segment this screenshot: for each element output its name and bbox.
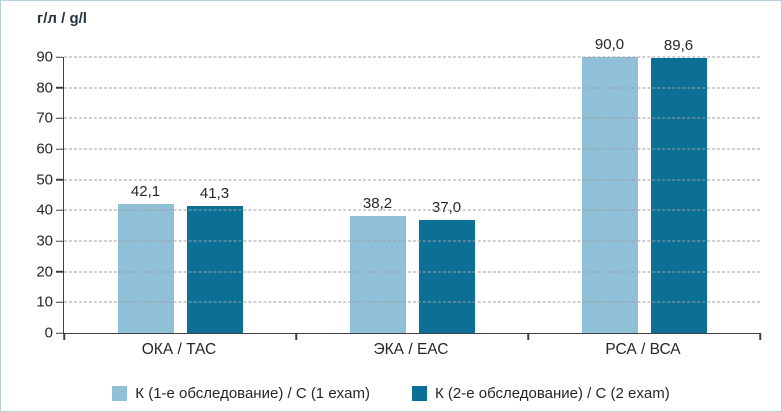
gridline — [64, 271, 760, 273]
legend-swatch — [112, 386, 128, 401]
y-axis-tick-labels: 0 10 20 30 40 50 60 70 80 90 — [1, 50, 53, 341]
bar-value-label: 89,6 — [663, 37, 694, 55]
bar-group: 42,1 41,3 — [64, 57, 296, 333]
y-tick-mark — [56, 332, 63, 334]
gridline — [64, 56, 760, 58]
y-tick-mark — [56, 240, 63, 242]
y-tick-mark — [56, 178, 63, 181]
bar-group: 38,2 37,0 — [296, 57, 528, 333]
y-tick-mark — [56, 56, 63, 58]
y-tick-mark — [56, 301, 63, 304]
y-tick-mark — [56, 209, 63, 212]
bar-value-label: 90,0 — [594, 36, 625, 53]
bar-group: 90,0 89,6 — [528, 36, 760, 333]
bar-groups: 42,1 41,3 38,2 37,0 90,0 89,6 — [64, 36, 760, 333]
y-tick-label: 30 — [36, 232, 53, 250]
gridline — [64, 148, 760, 150]
legend-swatch — [412, 386, 427, 401]
legend-item: К (1-е обследование) / C (1 exam) — [112, 385, 370, 402]
y-tick-label: 0 — [44, 324, 53, 342]
legend-label: К (1-е обследование) / C (1 exam) — [135, 385, 370, 402]
x-tick-mark — [759, 333, 761, 340]
plot-area: 42,1 41,3 38,2 37,0 90,0 89,6 — [56, 36, 761, 340]
x-category-label: ЭКА / ЕАС — [373, 341, 449, 358]
gridline — [64, 87, 760, 89]
x-tick-mark — [295, 333, 297, 340]
y-tick-mark — [56, 117, 63, 120]
y-tick-label: 10 — [36, 293, 53, 311]
bar-series-1: 42,1 — [117, 183, 174, 333]
x-tick-mark — [63, 333, 65, 340]
bar-series-2: 37,0 — [418, 199, 475, 333]
y-tick-label: 60 — [36, 140, 53, 158]
bar-value-label: 42,1 — [130, 182, 161, 200]
y-tick-label: 20 — [36, 263, 53, 281]
gridline — [64, 179, 760, 181]
x-category-label: ОКА / ТАС — [141, 341, 217, 358]
y-axis-unit-label: г/л / g/l — [37, 10, 87, 27]
y-tick-mark — [56, 148, 63, 150]
gridline — [64, 301, 760, 303]
bar-value-label: 41,3 — [199, 185, 230, 203]
x-category-label: РСА / ВСА — [605, 341, 681, 358]
y-tick-label: 90 — [36, 48, 53, 66]
bar-series-2: 89,6 — [650, 37, 707, 333]
y-tick-label: 70 — [36, 109, 53, 127]
legend-label: К (2-е обследование) / C (2 exam) — [435, 385, 670, 402]
gridline — [64, 117, 760, 119]
legend: К (1-е обследование) / C (1 exam) К (2-е … — [1, 385, 781, 402]
bar-value-label: 37,0 — [431, 198, 462, 216]
bar-series-1: 90,0 — [581, 36, 638, 333]
y-tick-label: 50 — [36, 171, 53, 189]
bar-series-1: 38,2 — [349, 195, 406, 333]
bar-series-2: 41,3 — [186, 185, 243, 333]
x-tick-mark — [527, 333, 529, 340]
y-tick-mark — [56, 86, 63, 89]
gridline — [64, 209, 760, 211]
y-tick-label: 40 — [36, 201, 53, 219]
bar-value-label: 38,2 — [362, 194, 393, 212]
legend-item: К (2-е обследование) / C (2 exam) — [412, 385, 670, 402]
gridline — [64, 240, 760, 242]
x-axis-category-labels: ОКА / ТАС ЭКА / ЕАС РСА / ВСА — [63, 341, 759, 359]
y-tick-mark — [56, 270, 63, 273]
y-tick-label: 80 — [36, 79, 53, 97]
